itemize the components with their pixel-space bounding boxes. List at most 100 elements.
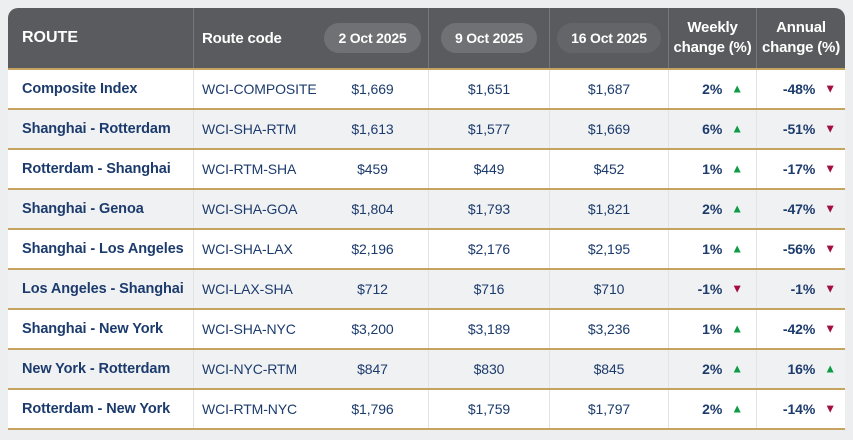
up-triangle-icon: ▲ xyxy=(731,241,743,256)
route-code: WCI-RTM-SHA xyxy=(193,150,317,188)
down-triangle-icon: ▼ xyxy=(824,121,836,136)
price-week-1: $712 xyxy=(357,281,388,297)
route-name: Rotterdam - New York xyxy=(22,401,171,417)
annual-change-value: -1% xyxy=(790,281,816,297)
date-pill: 2 Oct 2025 xyxy=(324,23,421,53)
up-triangle-icon: ▲ xyxy=(731,121,743,136)
column-header-route: ROUTE xyxy=(22,29,78,46)
down-triangle-icon: ▼ xyxy=(824,241,836,256)
down-triangle-icon: ▼ xyxy=(824,321,836,336)
header-line: change (%) xyxy=(673,39,752,56)
annual-change-value: -47% xyxy=(782,201,816,217)
column-header-2-oct-2025: 2 Oct 2025 xyxy=(317,8,428,68)
annual-change-value: -56% xyxy=(782,241,816,257)
route-name: Shanghai - Rotterdam xyxy=(22,121,171,137)
down-triangle-icon: ▼ xyxy=(824,81,836,96)
table-header-row: ROUTE Route code 2 Oct 2025 9 Oct 2025 16 Oc… xyxy=(8,8,845,70)
weekly-change-value: 1% xyxy=(702,161,723,177)
page: ROUTE Route code 2 Oct 2025 9 Oct 2025 16 Oc… xyxy=(8,8,845,430)
price-week-3: $710 xyxy=(549,270,668,308)
price-week-3: $845 xyxy=(549,350,668,388)
price-week-1: $1,804 xyxy=(351,201,394,217)
price-week-1: $1,796 xyxy=(351,401,394,417)
price-week-1: $1,613 xyxy=(351,121,394,137)
weekly-change: 2% ▲ xyxy=(668,350,756,388)
weekly-change-value: 2% xyxy=(702,201,723,217)
route-name: Composite Index xyxy=(22,81,138,97)
annual-change-value: -42% xyxy=(782,321,816,337)
annual-change-value: -14% xyxy=(782,401,816,417)
annual-change: -17% ▼ xyxy=(756,150,845,188)
price-week-3: $1,797 xyxy=(549,390,668,428)
weekly-change: 2% ▲ xyxy=(668,70,756,108)
route-name: New York - Rotterdam xyxy=(22,361,171,377)
route-code: WCI-SHA-NYC xyxy=(193,310,317,348)
price-week-2: $830 xyxy=(428,350,549,388)
weekly-change: 6% ▲ xyxy=(668,110,756,148)
route-code: WCI-RTM-NYC xyxy=(193,390,317,428)
freight-rates-table: ROUTE Route code 2 Oct 2025 9 Oct 2025 16 Oc… xyxy=(8,8,845,430)
down-triangle-icon: ▼ xyxy=(824,401,836,416)
weekly-change: 2% ▲ xyxy=(668,390,756,428)
weekly-change-value: -1% xyxy=(697,281,723,297)
route-name: Shanghai - New York xyxy=(22,321,163,337)
weekly-change-value: 6% xyxy=(702,121,723,137)
annual-change: 16% ▲ xyxy=(756,350,845,388)
price-week-2: $2,176 xyxy=(428,230,549,268)
weekly-change-value: 2% xyxy=(702,401,723,417)
header-line: Weekly xyxy=(687,19,738,37)
up-triangle-icon: ▲ xyxy=(731,161,743,176)
annual-change-value: -17% xyxy=(782,161,816,177)
table-row: Shanghai - Los Angeles WCI-SHA-LAX $2,19… xyxy=(8,230,845,270)
price-week-3: $2,195 xyxy=(549,230,668,268)
down-triangle-icon: ▼ xyxy=(824,161,836,176)
weekly-change: 2% ▲ xyxy=(668,190,756,228)
annual-change: -47% ▼ xyxy=(756,190,845,228)
annual-change: -42% ▼ xyxy=(756,310,845,348)
route-name: Los Angeles - Shanghai xyxy=(22,281,184,297)
price-week-3: $1,821 xyxy=(549,190,668,228)
table-row: Composite Index WCI-COMPOSITE $1,669 $1,… xyxy=(8,70,845,110)
annual-change: -56% ▼ xyxy=(756,230,845,268)
annual-change: -1% ▼ xyxy=(756,270,845,308)
weekly-change: 1% ▲ xyxy=(668,150,756,188)
annual-change: -51% ▼ xyxy=(756,110,845,148)
down-triangle-icon: ▼ xyxy=(824,201,836,216)
price-week-1: $2,196 xyxy=(351,241,394,257)
price-week-2: $1,577 xyxy=(428,110,549,148)
up-triangle-icon: ▲ xyxy=(731,401,743,416)
price-week-1: $3,200 xyxy=(351,321,394,337)
table-row: Shanghai - Rotterdam WCI-SHA-RTM $1,613 … xyxy=(8,110,845,150)
route-name: Shanghai - Genoa xyxy=(22,201,144,217)
date-pill: 9 Oct 2025 xyxy=(440,23,538,53)
price-week-2: $1,651 xyxy=(428,70,549,108)
up-triangle-icon: ▲ xyxy=(731,201,743,216)
route-code: WCI-NYC-RTM xyxy=(193,350,317,388)
price-week-2: $1,793 xyxy=(428,190,549,228)
weekly-change: -1% ▼ xyxy=(668,270,756,308)
price-week-1: $1,669 xyxy=(351,81,394,97)
price-week-3: $1,687 xyxy=(549,70,668,108)
weekly-change-value: 1% xyxy=(702,321,723,337)
table-row: Los Angeles - Shanghai WCI-LAX-SHA $712 … xyxy=(8,270,845,310)
weekly-change-value: 2% xyxy=(702,361,723,377)
up-triangle-icon: ▲ xyxy=(824,361,836,376)
up-triangle-icon: ▲ xyxy=(731,361,743,376)
down-triangle-icon: ▼ xyxy=(731,281,743,296)
table-row: Shanghai - New York WCI-SHA-NYC $3,200 $… xyxy=(8,310,845,350)
annual-change: -14% ▼ xyxy=(756,390,845,428)
table-row: Rotterdam - Shanghai WCI-RTM-SHA $459 $4… xyxy=(8,150,845,190)
header-line: change (%) xyxy=(761,39,840,56)
price-week-3: $1,669 xyxy=(549,110,668,148)
column-header-16-oct-2025: 16 Oct 2025 xyxy=(549,8,668,68)
weekly-change-value: 2% xyxy=(702,81,723,97)
column-header-annual-change: Annual change (%) xyxy=(756,8,845,68)
header-line: Annual xyxy=(776,19,826,37)
table-row: New York - Rotterdam WCI-NYC-RTM $847 $8… xyxy=(8,350,845,390)
down-triangle-icon: ▼ xyxy=(824,281,836,296)
weekly-change: 1% ▲ xyxy=(668,310,756,348)
column-header-9-oct-2025: 9 Oct 2025 xyxy=(428,8,549,68)
price-week-1: $459 xyxy=(357,161,388,177)
route-name: Shanghai - Los Angeles xyxy=(22,241,184,257)
column-header-weekly-change: Weekly change (%) xyxy=(668,8,756,68)
